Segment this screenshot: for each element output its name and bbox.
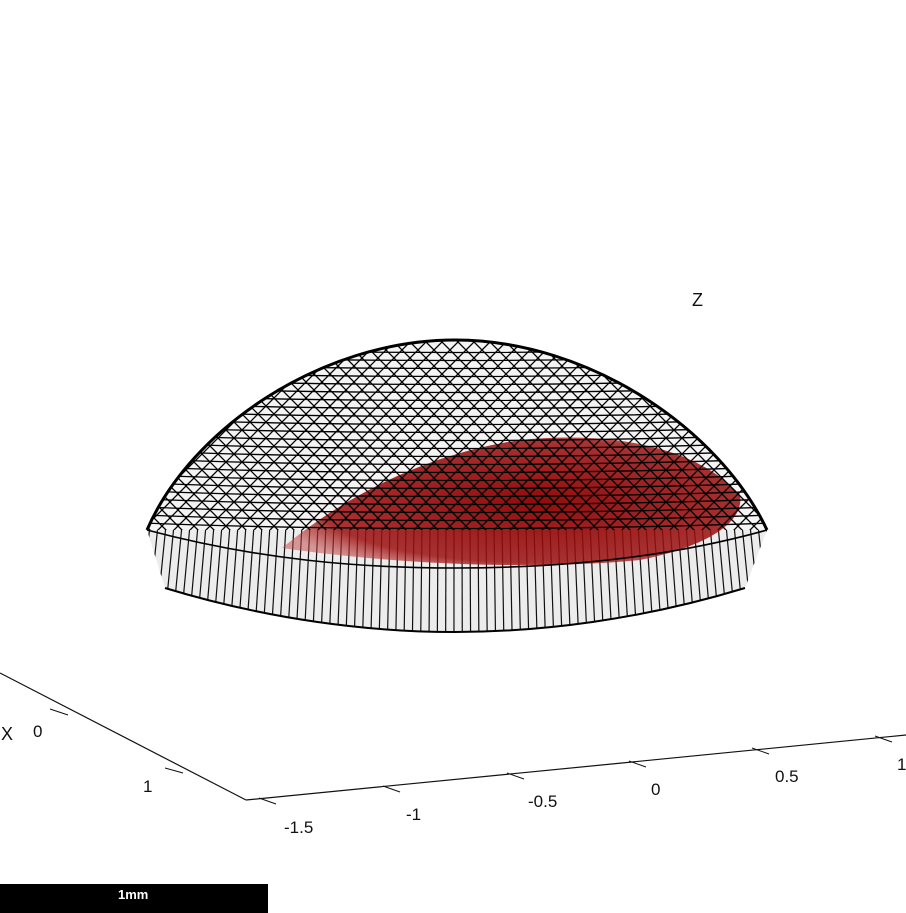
y-axis-line bbox=[245, 734, 906, 801]
y-tick-label-neg0.5: -0.5 bbox=[528, 792, 557, 811]
x-tick-label-1: 1 bbox=[143, 777, 152, 796]
x-axis-ticks bbox=[49, 708, 184, 774]
inner-red-region bbox=[282, 437, 741, 566]
y-tick-label-0: 0 bbox=[651, 780, 660, 799]
y-tick-label-1: 1 bbox=[897, 755, 906, 774]
y-tick-label-0.5: 0.5 bbox=[775, 767, 799, 786]
scale-bar-label: 1mm bbox=[118, 887, 149, 902]
y-axis-ticks bbox=[258, 735, 893, 805]
y-tick-label-neg1: -1 bbox=[406, 805, 421, 824]
z-axis-label: Z bbox=[692, 290, 703, 310]
y-tick-label-neg1.5: -1.5 bbox=[284, 818, 313, 837]
scale-bar: 1mm bbox=[0, 884, 268, 913]
x-axis-label: X bbox=[1, 724, 13, 744]
x-axis-line bbox=[0, 672, 247, 801]
x-tick-label-0: 0 bbox=[33, 722, 42, 741]
